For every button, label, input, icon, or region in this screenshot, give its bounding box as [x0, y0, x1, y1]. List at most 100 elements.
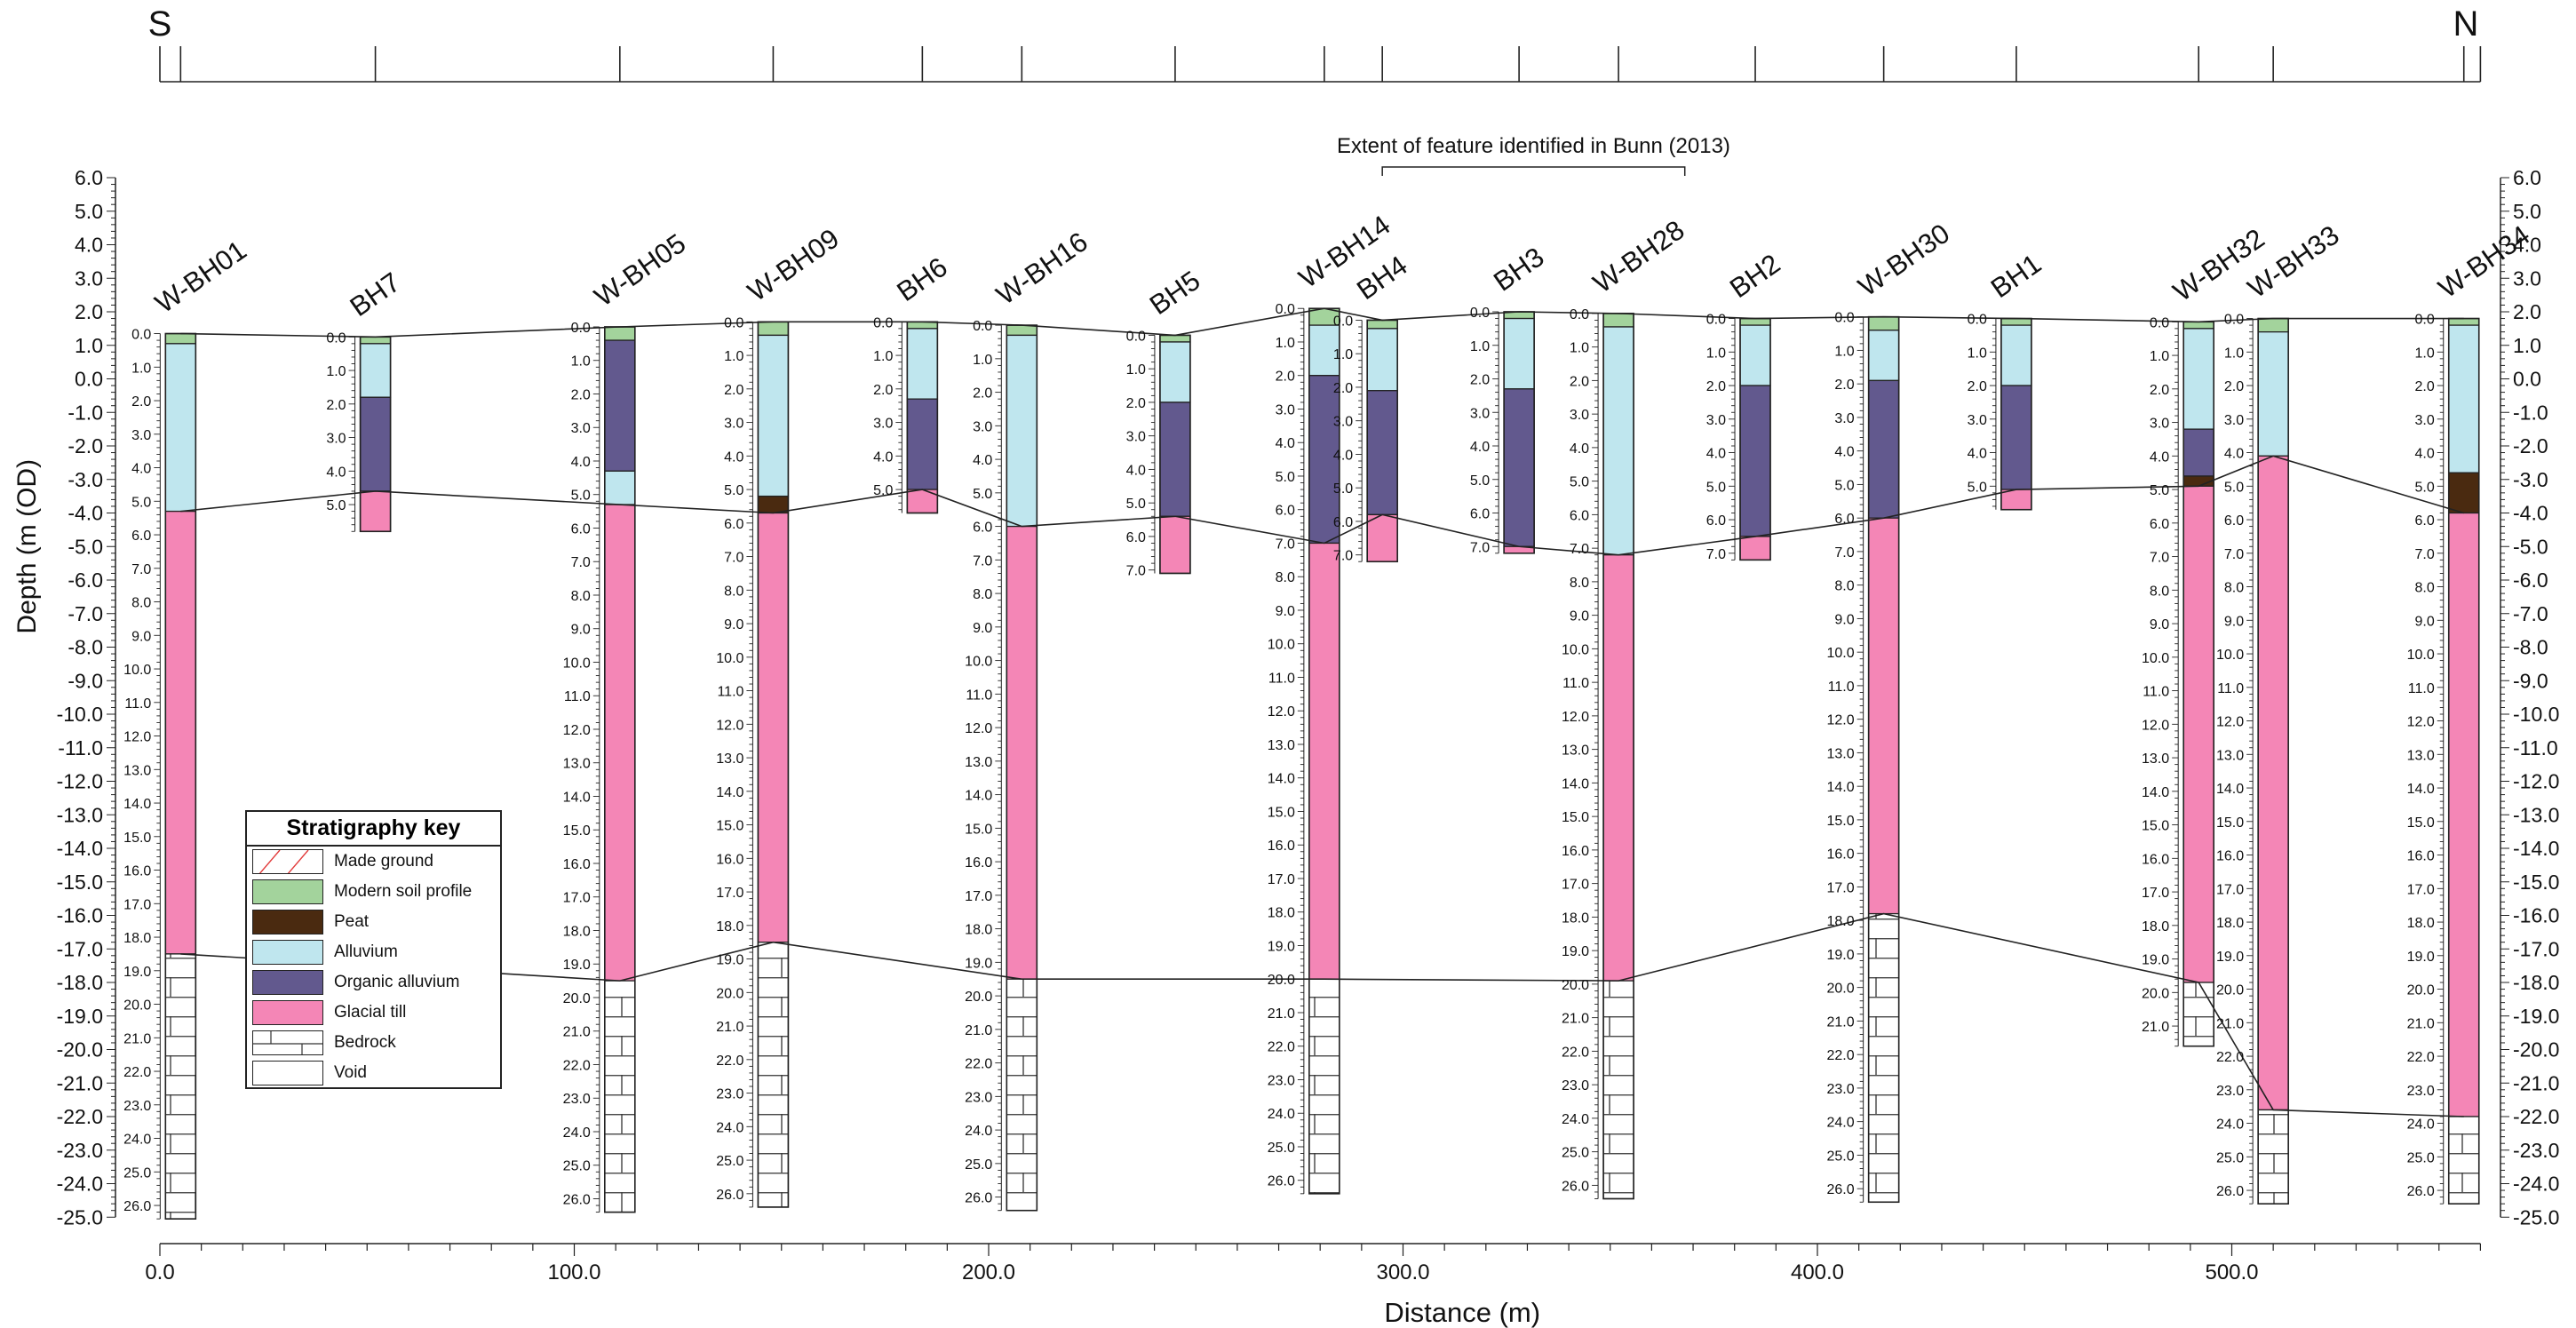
depth-scale-label: 14.0 — [2142, 785, 2169, 800]
depth-scale-label: 18.0 — [123, 931, 151, 946]
borehole-layer-bedrock — [757, 942, 790, 1208]
y-tick-label: -25.0 — [57, 1205, 103, 1229]
depth-scale-label: 11.0 — [1268, 671, 1295, 686]
depth-scale-label: 3.0 — [1126, 430, 1146, 445]
depth-scale-label: 15.0 — [563, 823, 591, 839]
borehole-depth-scale — [592, 326, 600, 1213]
depth-scale-label: 26.0 — [123, 1199, 151, 1214]
depth-scale-label: 6.0 — [973, 521, 992, 536]
depth-scale-label: 2.0 — [873, 383, 893, 398]
borehole-bh3 — [1503, 311, 1535, 554]
borehole-name-label: W-BH30 — [1853, 218, 1956, 303]
y-tick-label: 3.0 — [75, 266, 103, 290]
key-item: Modern soil profile — [247, 877, 500, 907]
depth-scale-label: 6.0 — [1333, 515, 1353, 530]
y-tick-label: -11.0 — [58, 736, 103, 759]
borehole-w-bh05 — [604, 326, 636, 1213]
depth-scale-label: 21.0 — [123, 1031, 151, 1046]
depth-scale-label: 18.0 — [965, 923, 992, 938]
depth-scale-label: 15.0 — [1562, 810, 1589, 825]
depth-scale-label: 4.0 — [571, 455, 591, 470]
borehole-w-bh09 — [757, 321, 790, 1208]
borehole-layer-alluvium — [2448, 324, 2480, 473]
depth-scale-label: 0.0 — [873, 315, 893, 330]
depth-scale-label: 18.0 — [716, 919, 743, 934]
depth-scale-label: 11.0 — [1562, 676, 1589, 691]
borehole-layer-glacial-till — [604, 504, 636, 982]
key-label: Alluvium — [334, 942, 398, 961]
depth-scale-label: 22.0 — [1826, 1048, 1854, 1063]
borehole-layer-alluvium — [2182, 328, 2214, 430]
depth-scale-label: 1.0 — [873, 349, 893, 364]
depth-scale-label: 10.0 — [563, 656, 591, 671]
depth-scale-label: 13.0 — [563, 757, 591, 772]
depth-scale-label: 3.0 — [724, 417, 743, 432]
depth-scale-label: 8.0 — [973, 587, 992, 602]
depth-scale-label: 12.0 — [2142, 718, 2169, 733]
depth-scale-label: 16.0 — [1562, 844, 1589, 859]
borehole-layer-modern-soil — [164, 332, 196, 345]
borehole-depth-scale — [348, 336, 356, 532]
y-tick-label: -14.0 — [2513, 837, 2559, 860]
borehole-depth-scale — [1729, 318, 1736, 561]
y-tick-label: -4.0 — [68, 502, 103, 525]
depth-scale-label: 0.0 — [1126, 329, 1146, 344]
depth-scale-label: 5.0 — [1706, 480, 1726, 495]
depth-scale-label: 1.0 — [1126, 362, 1146, 378]
correlation-line-top-of-bedrock — [180, 912, 2464, 1117]
depth-scale-label: 2.0 — [1968, 379, 1987, 394]
depth-scale-label: 5.0 — [1126, 497, 1146, 512]
depth-scale-label: 2.0 — [1126, 396, 1146, 411]
depth-scale-label: 2.0 — [1834, 378, 1854, 393]
y-tick-label: -3.0 — [68, 468, 103, 491]
depth-scale-label: 4.0 — [1276, 436, 1295, 451]
depth-scale-label: 9.0 — [1834, 612, 1854, 627]
y-tick-label: 1.0 — [75, 334, 103, 357]
depth-scale-label: 1.0 — [2414, 346, 2434, 361]
y-tick-label: -22.0 — [2513, 1105, 2559, 1128]
depth-scale-label: 3.0 — [1276, 402, 1295, 417]
depth-scale-label: 13.0 — [123, 763, 151, 778]
borehole-layer-glacial-till — [757, 512, 790, 943]
depth-scale-label: 3.0 — [2414, 413, 2434, 428]
depth-scale-label: 5.0 — [724, 483, 743, 498]
annotation-text: Extent of feature identified in Bunn (20… — [1337, 134, 1730, 158]
depth-scale-label: 26.0 — [716, 1188, 743, 1203]
stratigraphy-key-title: Stratigraphy key — [247, 812, 500, 847]
borehole-w-bh30 — [1867, 315, 1900, 1204]
depth-scale-label: 4.0 — [131, 462, 151, 477]
borehole-w-bh14 — [1308, 307, 1340, 1195]
depth-scale-label: 14.0 — [965, 789, 992, 804]
borehole-layer-alluvium — [604, 470, 636, 505]
borehole-name-label: W-BH16 — [990, 226, 1093, 311]
depth-scale-label: 22.0 — [563, 1058, 591, 1073]
y-tick-label: -7.0 — [68, 602, 103, 625]
depth-scale-label: 2.0 — [2414, 379, 2434, 394]
depth-scale-label: 14.0 — [1268, 772, 1295, 787]
depth-scale-label: 6.0 — [724, 517, 743, 532]
key-item: Made ground — [247, 847, 500, 877]
borehole-layer-modern-soil — [757, 321, 790, 337]
borehole-layer-glacial-till — [1159, 515, 1191, 575]
borehole-layer-alluvium — [2000, 324, 2032, 386]
depth-scale-label: 12.0 — [965, 721, 992, 736]
depth-scale-label: 2.0 — [724, 383, 743, 398]
depth-scale-label: 10.0 — [1826, 646, 1854, 661]
depth-scale-label: 15.0 — [2216, 815, 2244, 831]
depth-scale-label: 1.0 — [1706, 346, 1726, 361]
depth-scale-label: 3.0 — [1968, 413, 1987, 428]
depth-scale-label: 0.0 — [2224, 313, 2244, 328]
x-tick-label: 0.0 — [145, 1260, 174, 1284]
depth-scale-label: 23.0 — [1826, 1082, 1854, 1097]
annotation-bracket — [1381, 166, 1686, 176]
borehole-depth-scale — [2437, 318, 2445, 1205]
depth-scale-label: 16.0 — [716, 852, 743, 867]
depth-scale-label: 23.0 — [563, 1092, 591, 1107]
y-tick-label: -18.0 — [2513, 971, 2559, 994]
y-tick-label: -13.0 — [57, 803, 103, 826]
borehole-layer-glacial-till — [2448, 512, 2480, 1117]
key-item: Alluvium — [247, 937, 500, 967]
y-tick-label: -1.0 — [2513, 401, 2548, 424]
depth-scale-label: 5.0 — [2150, 483, 2169, 498]
y-tick-label: -2.0 — [2513, 434, 2548, 457]
